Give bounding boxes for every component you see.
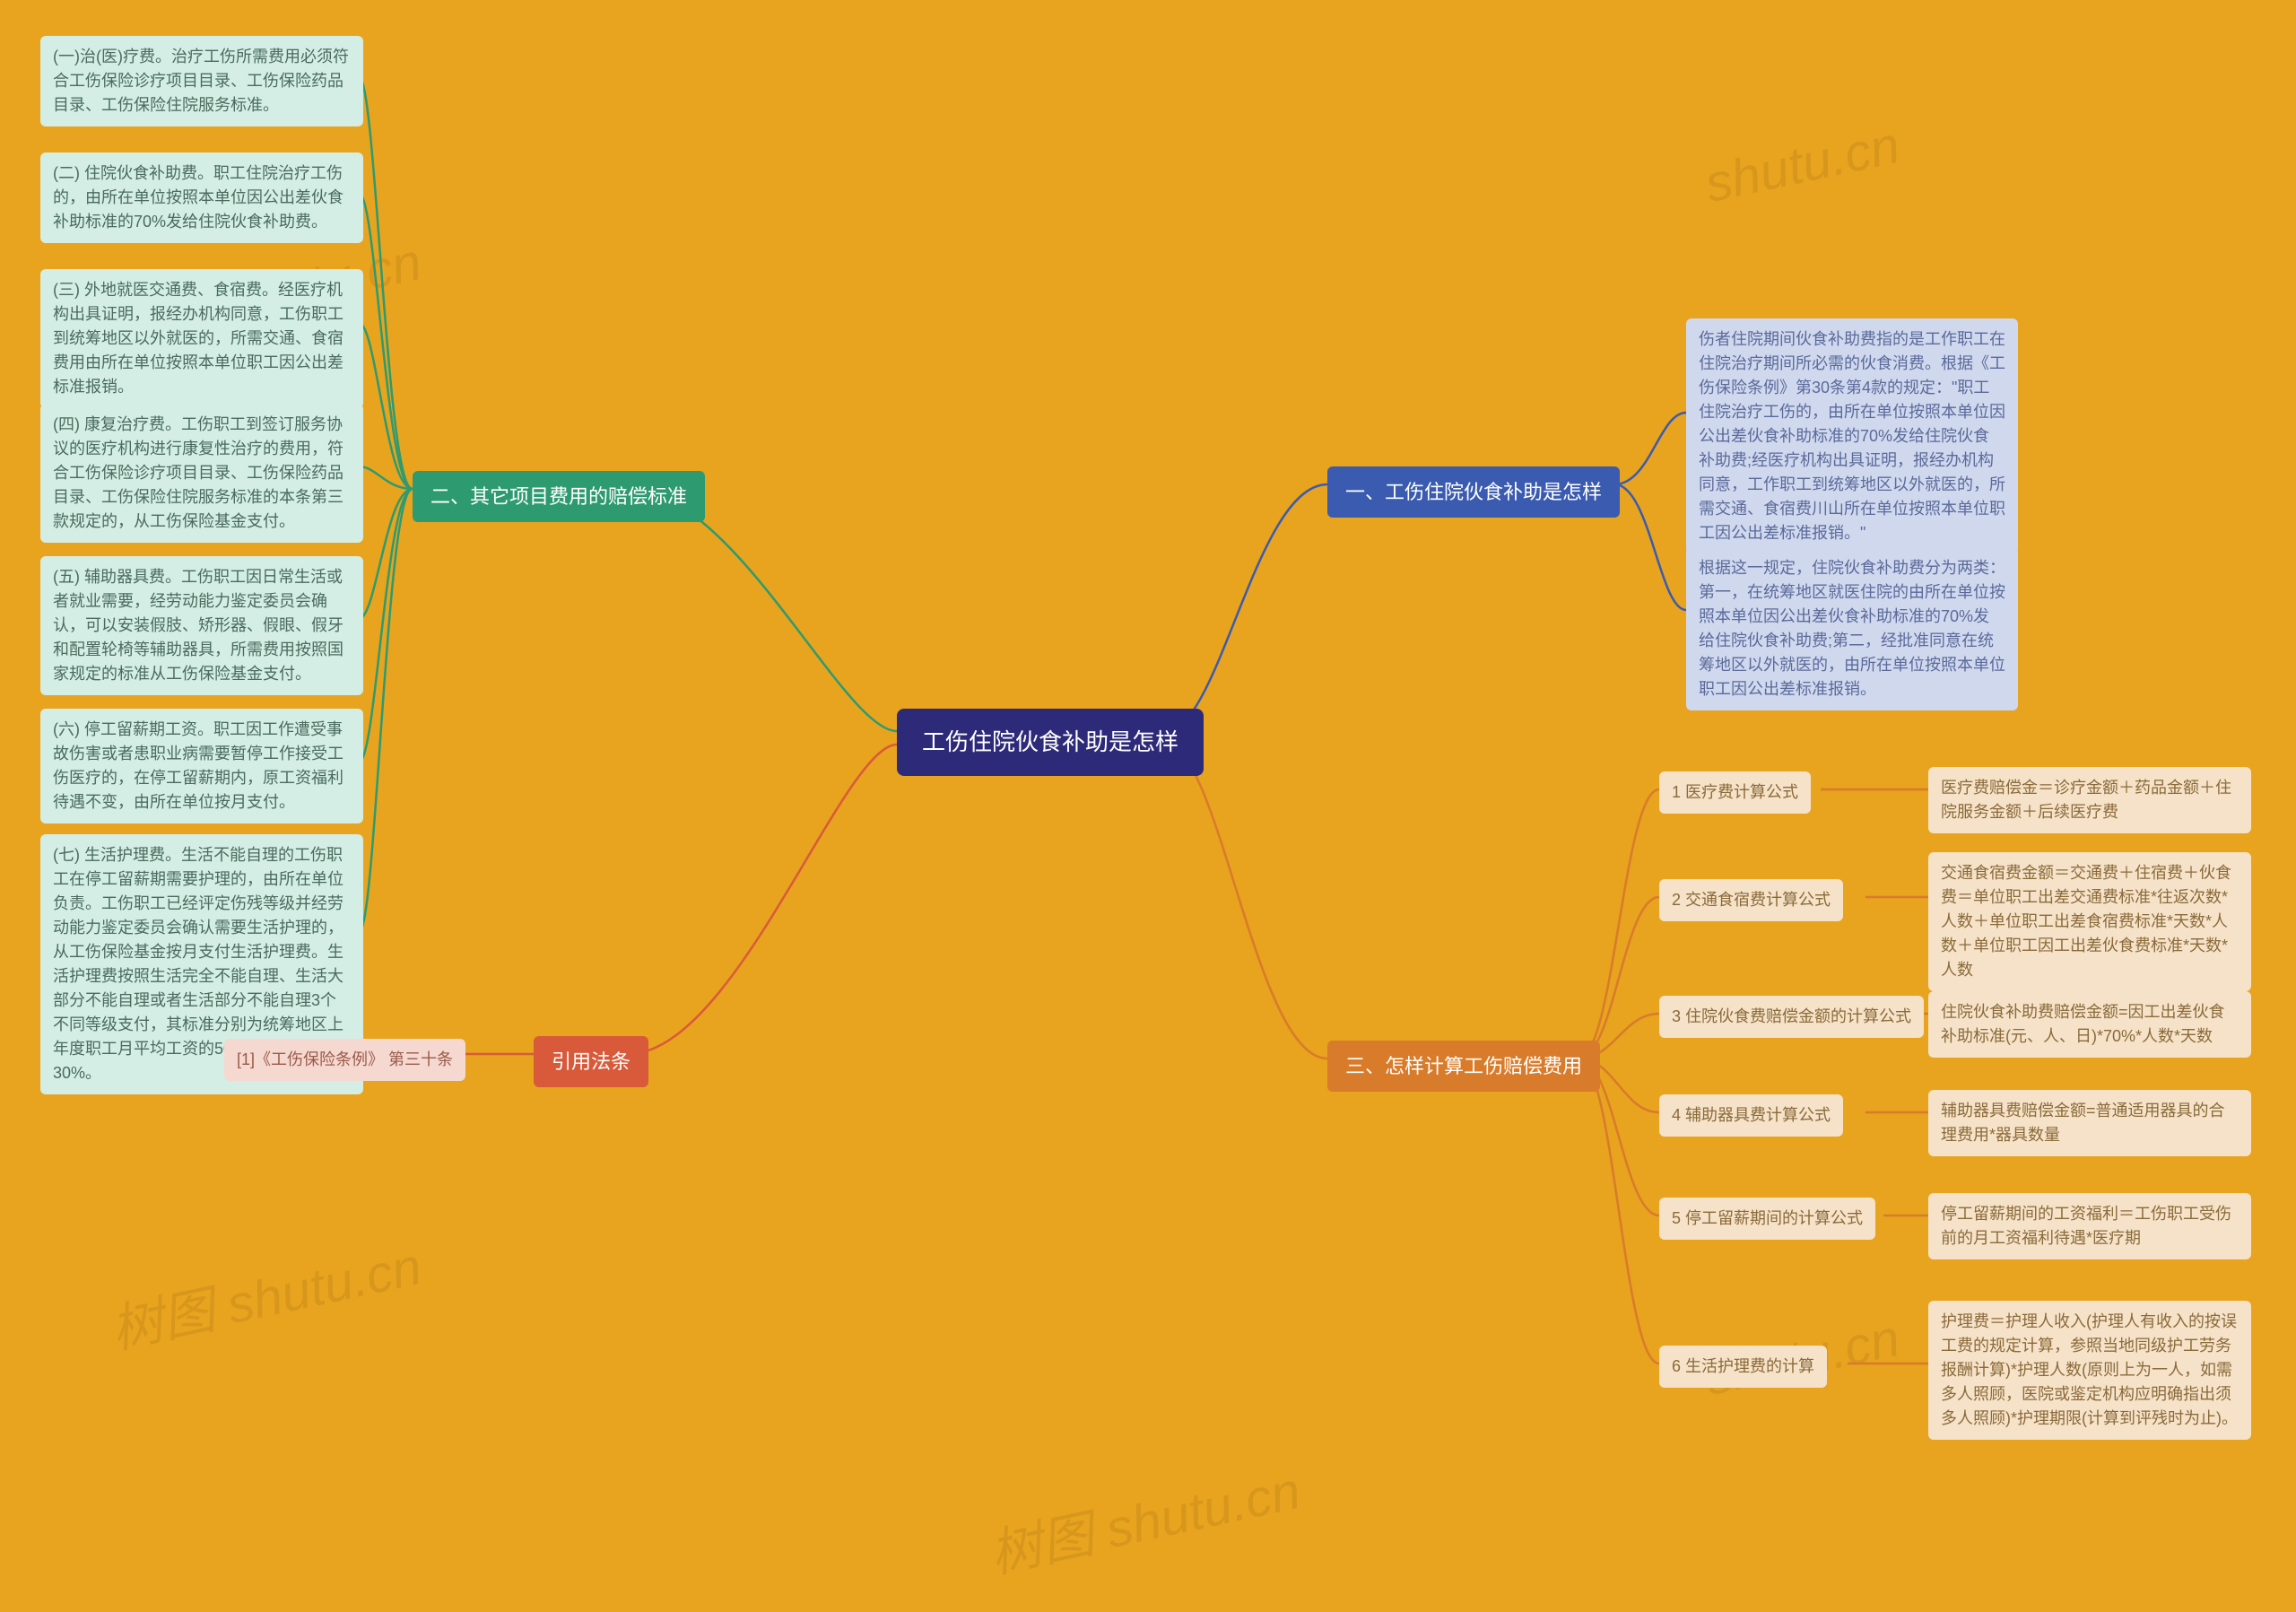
leaf-s3-1d: 医疗费赔偿金＝诊疗金额＋药品金额＋住院服务金额＋后续医疗费 — [1928, 767, 2251, 833]
branch-section1: 一、工伤住院伙食补助是怎样 — [1327, 466, 1620, 518]
leaf-s3-6: 6 生活护理费的计算 — [1659, 1346, 1827, 1388]
leaf-s2-2: (二) 住院伙食补助费。职工住院治疗工伤的，由所在单位按照本单位因公出差伙食补助… — [40, 152, 363, 243]
branch-reference: 引用法条 — [534, 1036, 648, 1087]
watermark: 树图 shutu.cn — [982, 1448, 1306, 1587]
watermark: 树图 shutu.cn — [103, 1224, 427, 1363]
branch-section3: 三、怎样计算工伤赔偿费用 — [1327, 1041, 1600, 1092]
watermark: shutu.cn — [1700, 115, 1904, 214]
leaf-s3-5: 5 停工留薪期间的计算公式 — [1659, 1198, 1875, 1240]
leaf-s3-4d: 辅助器具费赔偿金额=普通适用器具的合理费用*器具数量 — [1928, 1090, 2251, 1156]
leaf-s3-5d: 停工留薪期间的工资福利＝工伤职工受伤前的月工资福利待遇*医疗期 — [1928, 1193, 2251, 1259]
leaf-s3-1: 1 医疗费计算公式 — [1659, 771, 1811, 814]
leaf-s2-1: (一)治(医)疗费。治疗工伤所需费用必须符合工伤保险诊疗项目目录、工伤保险药品目… — [40, 36, 363, 126]
leaf-s2-3: (三) 外地就医交通费、食宿费。经医疗机构出具证明，报经办机构同意，工伤职工到统… — [40, 269, 363, 408]
leaf-s2-6: (六) 停工留薪期工资。职工因工作遭受事故伤害或者患职业病需要暂停工作接受工伤医… — [40, 709, 363, 823]
leaf-s2-5: (五) 辅助器具费。工伤职工因日常生活或者就业需要，经劳动能力鉴定委员会确认，可… — [40, 556, 363, 695]
leaf-s3-2d: 交通食宿费金额＝交通费＋住宿费＋伙食费＝单位职工出差交通费标准*往返次数*人数＋… — [1928, 852, 2251, 991]
leaf-s1-1: 伤者住院期间伙食补助费指的是工作职工在住院治疗期间所必需的伙食消费。根据《工伤保… — [1686, 318, 2018, 554]
branch-section2: 二、其它项目费用的赔偿标准 — [413, 471, 705, 522]
leaf-s1-2: 根据这一规定，住院伙食补助费分为两类：第一，在统筹地区就医住院的由所在单位按照本… — [1686, 547, 2018, 710]
leaf-ref-1: [1]《工伤保险条例》 第三十条 — [224, 1039, 465, 1081]
leaf-s2-4: (四) 康复治疗费。工伤职工到签订服务协议的医疗机构进行康复性治疗的费用，符合工… — [40, 404, 363, 543]
root-node: 工伤住院伙食补助是怎样 — [897, 709, 1204, 776]
leaf-s3-3: 3 住院伙食费赔偿金额的计算公式 — [1659, 996, 1924, 1038]
leaf-s3-6d: 护理费＝护理人收入(护理人有收入的按误工费的规定计算，参照当地同级护工劳务报酬计… — [1928, 1301, 2251, 1440]
leaf-s3-2: 2 交通食宿费计算公式 — [1659, 879, 1843, 921]
leaf-s3-3d: 住院伙食补助费赔偿金额=因工出差伙食补助标准(元、人、日)*70%*人数*天数 — [1928, 991, 2251, 1058]
leaf-s3-4: 4 辅助器具费计算公式 — [1659, 1094, 1843, 1137]
